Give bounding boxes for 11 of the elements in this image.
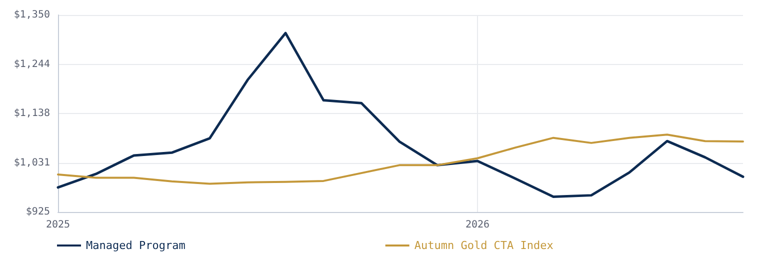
y-tick-label: $1,350 xyxy=(14,10,50,20)
x-tick-label: 2026 xyxy=(465,220,490,230)
y-tick-label: $1,244 xyxy=(14,58,50,70)
legend-label: Autumn Gold CTA Index xyxy=(414,239,554,252)
y-tick-label: $1,138 xyxy=(14,108,50,119)
legend-label: Managed Program xyxy=(86,239,186,252)
line-series xyxy=(56,32,744,198)
x-tick-label: 2025 xyxy=(46,220,70,230)
y-tick-label: $1,031 xyxy=(14,157,50,168)
y-tick-label: $925 xyxy=(26,206,50,218)
line-series xyxy=(57,134,744,185)
